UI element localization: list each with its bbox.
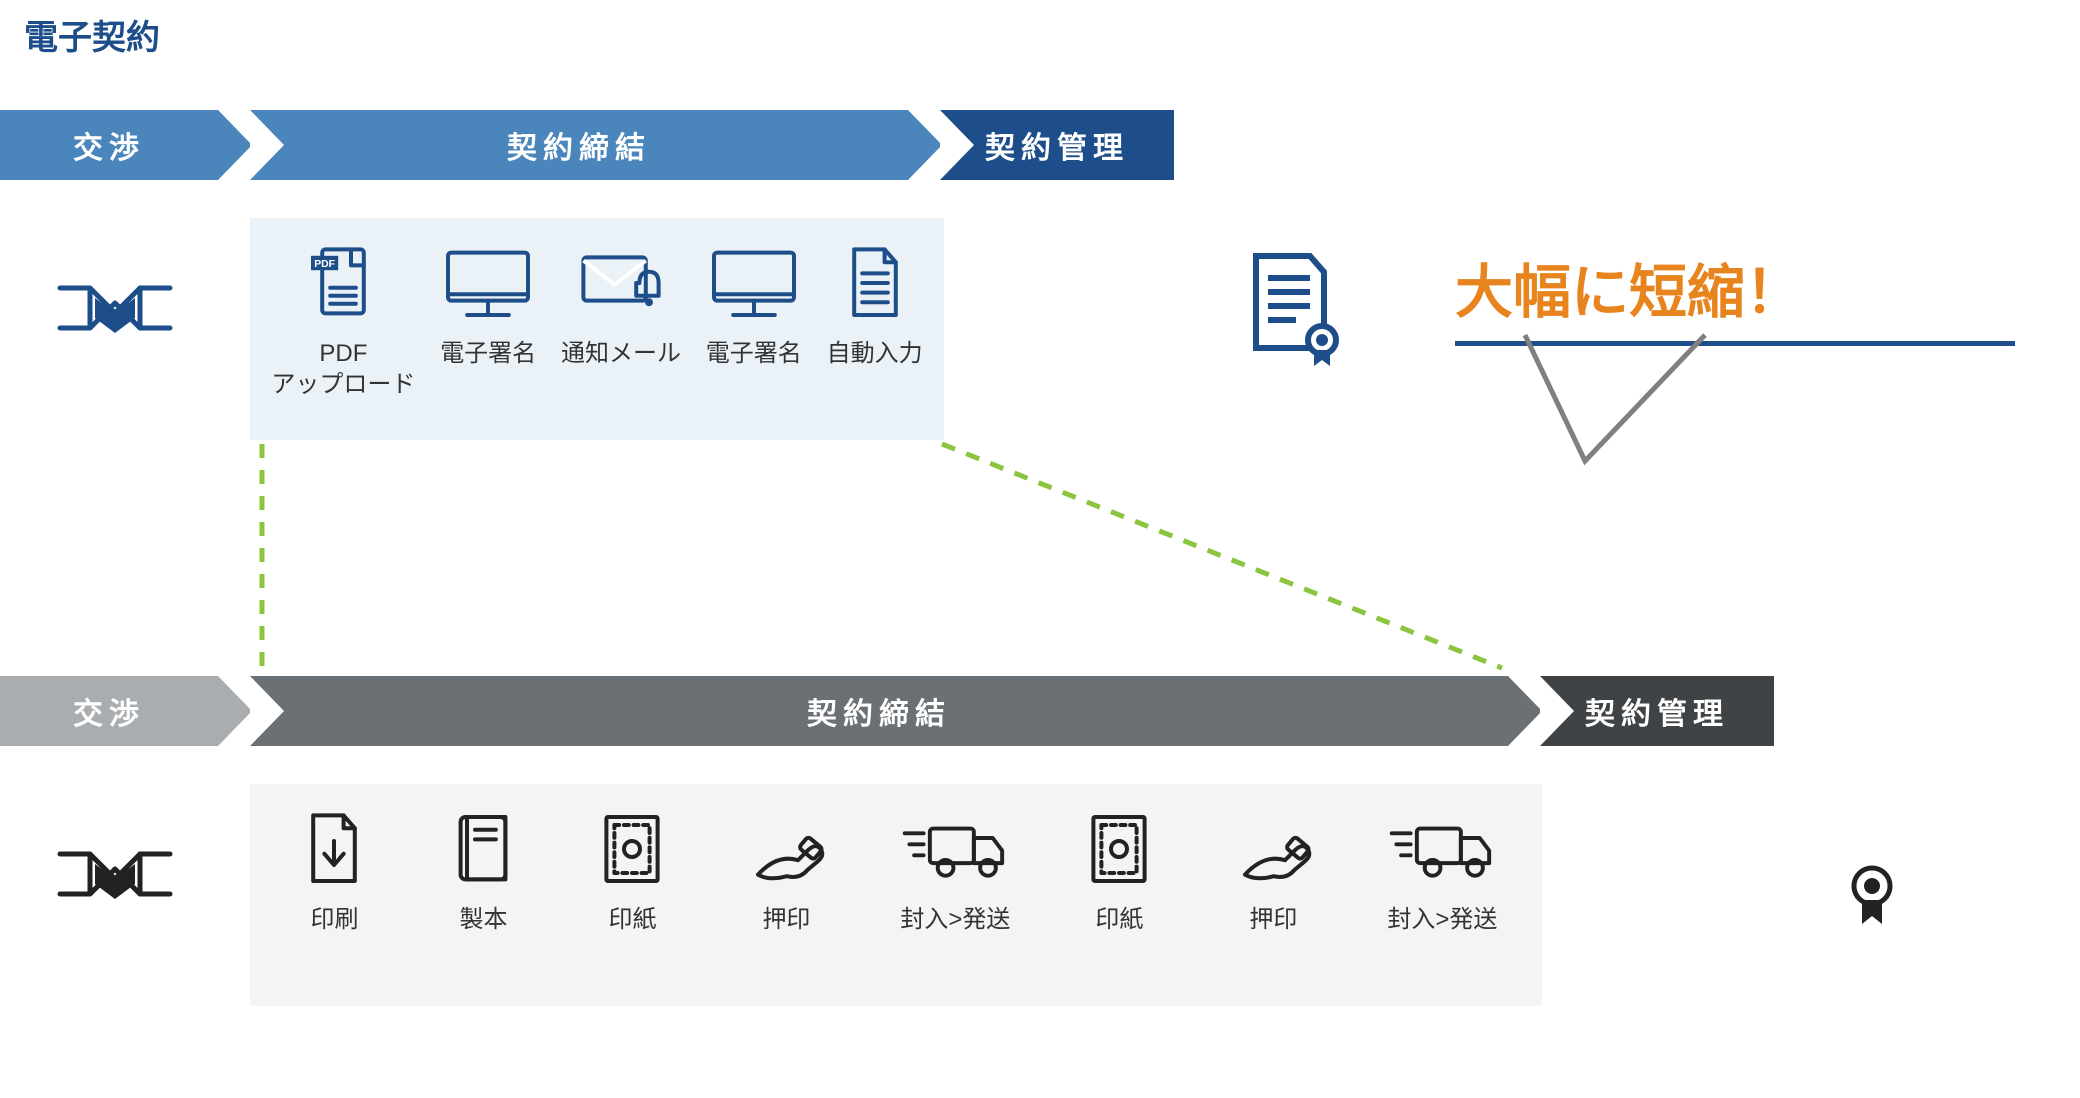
- stage-契約締結: 契約締結: [250, 676, 1508, 746]
- badge-icon: [1842, 860, 1902, 940]
- handshake-icon: [40, 824, 190, 924]
- seal-icon: [741, 804, 831, 894]
- doc-lines-icon: [840, 238, 910, 328]
- step-label: 自動入力: [827, 338, 923, 369]
- step-truck: 封入>発送: [1387, 804, 1497, 935]
- svg-text:PDF: PDF: [315, 259, 336, 270]
- step-label: 印紙: [608, 904, 656, 935]
- step-seal: 押印: [1228, 804, 1318, 935]
- step-label: 印刷: [310, 904, 358, 935]
- stage-label: 契約締結: [507, 123, 651, 167]
- truck-icon: [900, 804, 1010, 894]
- stage-交渉: 交渉: [0, 676, 218, 746]
- step-label: 通知メール: [561, 338, 681, 369]
- step-label: 押印: [762, 904, 810, 935]
- print-icon: [294, 804, 374, 894]
- stage-交渉: 交渉: [0, 110, 218, 180]
- step-label: 印紙: [1095, 904, 1143, 935]
- stage-label: 契約管理: [985, 123, 1129, 167]
- book-icon: [443, 804, 523, 894]
- stage-契約管理: 契約管理: [1540, 676, 1774, 746]
- handshake-icon: [40, 258, 190, 358]
- step-mail-bell: 通知メール: [561, 238, 681, 369]
- step-label: 製本: [459, 904, 507, 935]
- stage-契約締結: 契約締結: [250, 110, 908, 180]
- step-seal: 押印: [741, 804, 831, 935]
- callout-text: 大幅に短縮！: [1455, 245, 2015, 329]
- step-label: 封入>発送: [1387, 904, 1497, 935]
- stage-契約管理: 契約管理: [940, 110, 1174, 180]
- step-print: 印刷: [294, 804, 374, 935]
- step-pdf-upload: PDF PDFアップロード: [271, 238, 415, 400]
- stage-label: 契約管理: [1585, 689, 1729, 733]
- step-doc-lines: 自動入力: [827, 238, 923, 369]
- step-label: 封入>発送: [900, 904, 1010, 935]
- step-stamp-paper: 印紙: [1079, 804, 1159, 935]
- stage-label: 交渉: [73, 123, 145, 167]
- stamp-paper-icon: [1079, 804, 1159, 894]
- callout-pointer: [1515, 331, 1715, 485]
- step-label: 電子署名: [440, 338, 536, 369]
- step-label: 電子署名: [706, 338, 802, 369]
- step-monitor: 電子署名: [704, 238, 804, 369]
- stamp-paper-icon: [592, 804, 672, 894]
- step-monitor: 電子署名: [438, 238, 538, 369]
- step-label: 押印: [1249, 904, 1297, 935]
- step-label: PDFアップロード: [271, 338, 415, 400]
- callout: 大幅に短縮！: [1455, 245, 2015, 346]
- stage-label: 契約締結: [807, 689, 951, 733]
- seal-icon: [1228, 804, 1318, 894]
- stage-label: 交渉: [73, 689, 145, 733]
- truck-icon: [1387, 804, 1497, 894]
- page-title: 電子契約: [24, 10, 160, 59]
- document-badge-icon: [1242, 248, 1342, 368]
- pdf-upload-icon: PDF: [303, 238, 383, 328]
- step-truck: 封入>発送: [900, 804, 1010, 935]
- electronic-steps-box: PDF PDFアップロード 電子署名 通知メール 電子署名: [250, 218, 944, 440]
- mail-bell-icon: [576, 238, 666, 328]
- step-stamp-paper: 印紙: [592, 804, 672, 935]
- title-text: 電子契約: [24, 19, 160, 57]
- step-book: 製本: [443, 804, 523, 935]
- monitor-icon: [438, 238, 538, 328]
- monitor-icon: [704, 238, 804, 328]
- paper-steps-box: 印刷 製本 印紙 押印 封入>発送: [250, 784, 1542, 1006]
